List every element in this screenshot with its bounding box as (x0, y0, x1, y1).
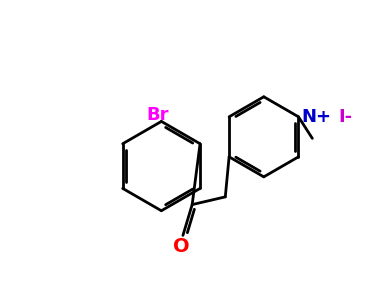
Text: N+: N+ (301, 108, 332, 126)
Text: O: O (173, 237, 190, 256)
Text: I-: I- (339, 108, 353, 126)
Text: Br: Br (146, 106, 169, 124)
